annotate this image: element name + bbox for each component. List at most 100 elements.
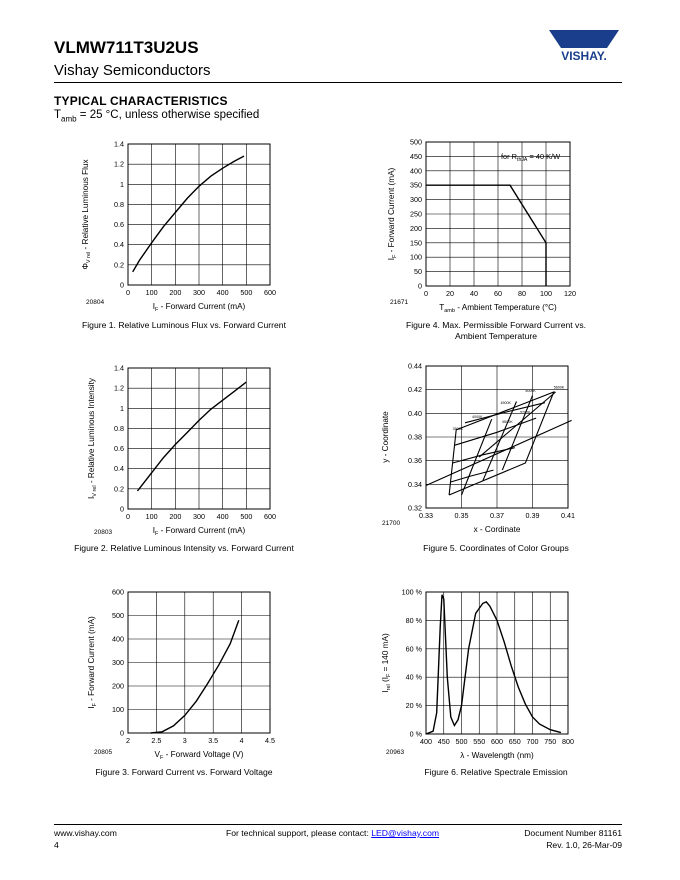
- plot-frame: [127, 143, 271, 286]
- section-condition: Tamb = 25 °C, unless otherwise specified: [54, 109, 260, 124]
- color-group-label: 4000K: [472, 415, 483, 419]
- y-axis-label: IF - Forward Current (mA): [387, 167, 398, 260]
- x-tick-label: 0.41: [561, 511, 575, 520]
- y-tick-label: 0.2: [114, 484, 124, 493]
- figure-2-chart: 0 100 200 300 400 500 600 0 0.2 0.4 0.6 0.8 1 1.2 1.4 I…: [87, 364, 276, 538]
- x-tick-label: 3.5: [208, 736, 218, 745]
- figure-6-caption: Figure 6. Relative Spectrale Emission: [424, 767, 568, 777]
- x-tick-label: 700: [527, 737, 539, 746]
- x-tick-label: 400: [217, 512, 229, 521]
- figure-1-chart: 0 100 200 300 400 500 600 0 0.2 0.4 0.6 0.8 1 1.2 1.4 I…: [81, 140, 276, 314]
- plot-frame: [425, 365, 569, 509]
- y-tick-label: 1: [120, 404, 124, 413]
- y-tick-label: 60 %: [406, 644, 423, 653]
- series-divider-3: [501, 395, 534, 471]
- logo-text: VISHAY.: [561, 49, 607, 63]
- x-tick-label: 100: [146, 512, 158, 521]
- x-tick-label: 4: [240, 736, 244, 745]
- y-tick-label: 0.38: [408, 433, 422, 442]
- series-curve: [425, 594, 562, 735]
- figure-1-id: 20804: [86, 299, 105, 306]
- x-tick-label: 20: [446, 289, 454, 298]
- y-tick-label: 600: [112, 588, 124, 597]
- series-line-a: [425, 419, 572, 487]
- y-tick-label: 0.6: [114, 220, 124, 229]
- x-tick-label: 0: [126, 288, 130, 297]
- support-email-link[interactable]: LED@vishay.com: [371, 828, 440, 838]
- section-title: TYPICAL CHARACTERISTICS: [54, 94, 228, 108]
- color-group-label: 5700K: [520, 410, 531, 414]
- footer-support: For technical support, please contact: L…: [226, 828, 440, 838]
- x-tick-label: 550: [473, 737, 485, 746]
- y-tick-label: 200: [410, 224, 422, 233]
- y-axis-label: y - Coordinate: [381, 411, 390, 463]
- y-axis-label: IV rel - Relative Luminous Intensity: [87, 377, 98, 499]
- x-axis-label: VF - Forward Voltage (V): [155, 750, 244, 761]
- x-tick-label: 2: [126, 736, 130, 745]
- footer-doc-number: Document Number 81161: [524, 828, 622, 838]
- y-tick-label: 0: [120, 505, 124, 514]
- y-tick-label: 250: [410, 210, 422, 219]
- y-tick-label: 100 %: [402, 588, 423, 597]
- x-tick-label: 600: [264, 512, 276, 521]
- y-tick-label: 0: [120, 729, 124, 738]
- x-tick-label: 500: [240, 288, 252, 297]
- x-tick-label: 0.35: [455, 511, 469, 520]
- y-tick-label: 0.36: [408, 456, 422, 465]
- x-axis-label: λ - Wavelength (nm): [460, 751, 534, 760]
- figure-4-chart: 0 20 40 60 80 100 120 0 50 100 150 200 250 300 350 400 4…: [387, 138, 576, 315]
- y-tick-label: 0: [120, 281, 124, 290]
- series-curve: [426, 184, 547, 286]
- figure-6-id: 20963: [386, 749, 405, 756]
- y-axis-label: ΦV rel - Relative Luminous Flux: [81, 159, 92, 269]
- figure-2-caption: Figure 2. Relative Luminous Intensity vs…: [74, 543, 294, 553]
- figure-3-caption: Figure 3. Forward Current vs. Forward Vo…: [95, 767, 273, 777]
- y-tick-label: 0.6: [114, 444, 124, 453]
- figure-2-id: 20803: [94, 529, 113, 536]
- series-curve: [132, 155, 245, 273]
- y-tick-label: 300: [410, 195, 422, 204]
- y-tick-label: 80 %: [406, 616, 423, 625]
- vishay-logo: VISHAY.: [549, 30, 619, 70]
- x-tick-label: 750: [544, 737, 556, 746]
- plot-frame: [127, 367, 271, 510]
- y-tick-label: 0.8: [114, 424, 124, 433]
- x-tick-label: 600: [264, 288, 276, 297]
- x-tick-label: 400: [420, 737, 432, 746]
- y-tick-label: 500: [112, 611, 124, 620]
- x-tick-label: 200: [169, 288, 181, 297]
- y-tick-label: 400: [112, 635, 124, 644]
- footer-rule: [54, 824, 622, 825]
- footer-website[interactable]: www.vishay.com: [54, 828, 117, 838]
- y-tick-label: 0.4: [114, 240, 124, 249]
- x-tick-label: 3: [183, 736, 187, 745]
- x-tick-label: 600: [491, 737, 503, 746]
- y-tick-label: 150: [410, 238, 422, 247]
- y-tick-label: 0.2: [114, 260, 124, 269]
- y-tick-label: 100: [410, 253, 422, 262]
- y-tick-label: 1.4: [114, 364, 124, 373]
- figure-5-caption: Figure 5. Coordinates of Color Groups: [423, 543, 569, 553]
- y-tick-label: 0.44: [408, 362, 422, 371]
- series-band-1: [450, 469, 494, 483]
- y-tick-label: 1.4: [114, 140, 124, 149]
- y-tick-label: 350: [410, 181, 422, 190]
- series-line-b: [478, 391, 556, 458]
- x-tick-label: 100: [540, 289, 552, 298]
- series-band-4: [464, 402, 546, 424]
- x-tick-label: 500: [456, 737, 468, 746]
- color-group-label: 4500K: [501, 401, 512, 405]
- footer-page-number: 4: [54, 840, 59, 850]
- figure-5-chart: 0.33 0.35 0.37 0.39 0.41 0.32 0.34 0.36 0.38 0.40…: [381, 362, 575, 535]
- y-tick-label: 0.8: [114, 200, 124, 209]
- header-rule: [54, 82, 622, 83]
- y-tick-label: 0 %: [410, 730, 423, 739]
- x-tick-label: 400: [217, 288, 229, 297]
- y-tick-label: 0.42: [408, 385, 422, 394]
- x-tick-label: 450: [438, 737, 450, 746]
- y-tick-label: 1: [120, 180, 124, 189]
- y-tick-label: 40 %: [406, 673, 423, 682]
- figure-6-chart: 400 450 500 550 600 650 700 750 800 0 % 20 % 40 % 60…: [381, 588, 574, 761]
- x-tick-label: 300: [193, 288, 205, 297]
- x-tick-label: 300: [193, 512, 205, 521]
